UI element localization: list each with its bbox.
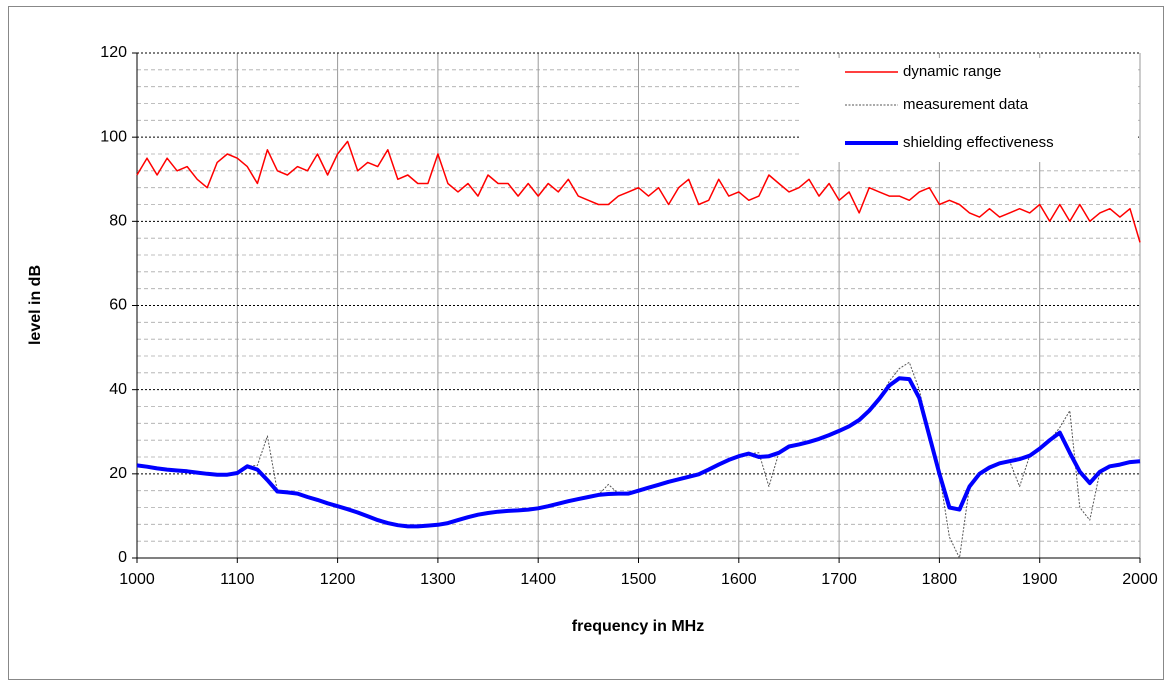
- y-tick-label: 120: [100, 44, 127, 61]
- x-tick-label: 2000: [1122, 571, 1158, 588]
- y-tick-label: 80: [109, 213, 127, 230]
- legend-label: dynamic range: [903, 63, 1001, 80]
- x-tick-label: 1600: [721, 571, 757, 588]
- x-tick-label: 1300: [420, 571, 456, 588]
- x-axis-label: frequency in MHz: [572, 618, 704, 635]
- x-tick-label: 1500: [621, 571, 657, 588]
- y-axis-label: level in dB: [27, 265, 44, 345]
- y-tick-label: 100: [100, 128, 127, 145]
- x-tick-label: 1400: [520, 571, 556, 588]
- series-line: [136, 376, 1141, 529]
- x-tick-label: 1200: [320, 571, 356, 588]
- y-tick-label: 60: [109, 297, 127, 314]
- x-tick-label: 1000: [119, 571, 155, 588]
- x-tick-label: 1700: [821, 571, 857, 588]
- y-tick-label: 20: [109, 465, 127, 482]
- x-tick-label: 1800: [922, 571, 958, 588]
- legend-label: measurement data: [903, 96, 1029, 113]
- x-tick-label: 1900: [1022, 571, 1058, 588]
- x-tick-label: 1100: [220, 571, 255, 588]
- legend-label: shielding effectiveness: [903, 134, 1054, 151]
- series-line: [136, 140, 1141, 243]
- y-tick-label: 0: [118, 549, 127, 566]
- y-tick-label: 40: [109, 381, 127, 398]
